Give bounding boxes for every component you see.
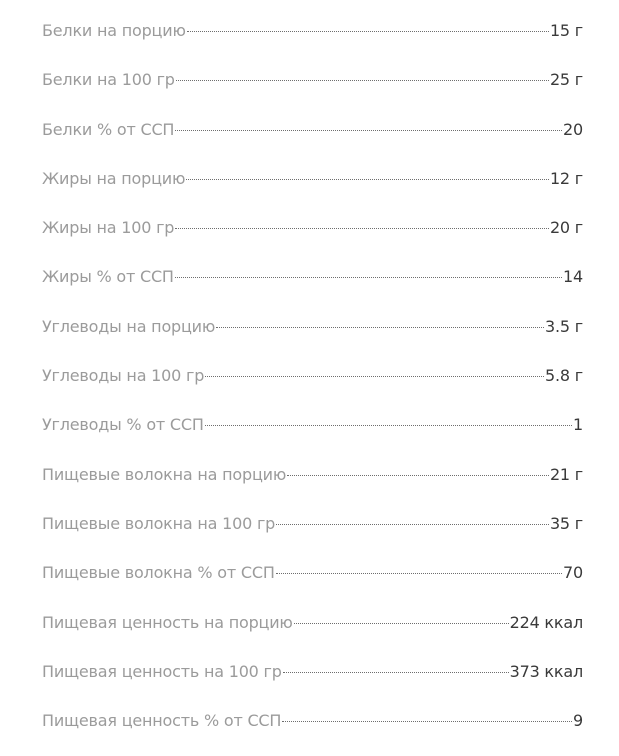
nutrition-value: 373 ккал: [509, 661, 584, 681]
nutrition-row-carbs-percent-dv: Углеводы % от ССП 1: [42, 411, 583, 460]
nutrition-row-fat-per-100g: Жиры на 100 гр 20 г: [42, 214, 583, 263]
nutrition-value: 20 г: [549, 218, 583, 238]
nutrition-value: 25 г: [549, 70, 583, 90]
nutrition-label: Пищевая ценность % от ССП: [42, 711, 282, 731]
nutrition-value: 224 ккал: [509, 612, 584, 632]
nutrition-row-energy-per-serving: Пищевая ценность на порцию 224 ккал: [42, 609, 583, 658]
nutrition-label: Пищевые волокна на 100 гр: [42, 513, 276, 533]
nutrition-row-fat-percent-dv: Жиры % от ССП 14: [42, 263, 583, 312]
nutrition-row-fiber-per-serving: Пищевые волокна на порцию 21 г: [42, 461, 583, 510]
nutrition-label: Жиры на порцию: [42, 168, 186, 188]
nutrition-label: Углеводы % от ССП: [42, 415, 204, 435]
dotted-leader: [216, 326, 545, 328]
nutrition-row-energy-percent-dv: Пищевая ценность % от ССП 9: [42, 707, 583, 756]
nutrition-row-fiber-percent-dv: Пищевые волокна % от ССП 70: [42, 559, 583, 608]
nutrition-value: 70: [563, 563, 583, 583]
nutrition-row-protein-per-100g: Белки на 100 гр 25 г: [42, 66, 583, 115]
nutrition-value: 12 г: [549, 168, 583, 188]
nutrition-row-energy-per-100g: Пищевая ценность на 100 гр 373 ккал: [42, 658, 583, 707]
nutrition-label: Белки на порцию: [42, 21, 186, 40]
nutrition-label: Пищевая ценность на порцию: [42, 612, 293, 632]
nutrition-label: Пищевая ценность на 100 гр: [42, 661, 282, 681]
nutrition-row-carbs-per-100g: Углеводы на 100 гр 5.8 г: [42, 362, 583, 411]
dotted-leader: [186, 178, 549, 180]
nutrition-label: Пищевые волокна на порцию: [42, 464, 287, 484]
nutrition-row-carbs-per-serving: Углеводы на порцию 3.5 г: [42, 313, 583, 362]
dotted-leader: [287, 474, 549, 476]
nutrition-label: Белки % от ССП: [42, 119, 175, 139]
nutrition-value: 9: [573, 711, 583, 731]
nutrition-label: Белки на 100 гр: [42, 70, 175, 90]
nutrition-row-protein-per-serving: Белки на порцию 15 г: [42, 17, 583, 66]
nutrition-label: Углеводы на порцию: [42, 316, 216, 336]
dotted-leader: [186, 31, 549, 32]
nutrition-value: 1: [573, 415, 583, 435]
dotted-leader: [204, 425, 573, 427]
dotted-leader: [175, 129, 563, 131]
nutrition-row-protein-percent-dv: Белки % от ССП 20: [42, 116, 583, 165]
nutrition-row-fiber-per-100g: Пищевые волокна на 100 гр 35 г: [42, 510, 583, 559]
dotted-leader: [293, 622, 509, 624]
nutrition-value: 14: [563, 267, 583, 287]
dotted-leader: [174, 277, 563, 279]
nutrition-value: 20: [563, 119, 583, 139]
dotted-leader: [282, 671, 509, 673]
nutrition-value: 15 г: [549, 21, 583, 40]
nutrition-label: Жиры на 100 гр: [42, 218, 175, 238]
nutrition-row-fat-per-serving: Жиры на порцию 12 г: [42, 165, 583, 214]
nutrition-value: 3.5 г: [545, 316, 583, 336]
nutrition-value: 21 г: [549, 464, 583, 484]
nutrition-value: 5.8 г: [545, 366, 583, 386]
nutrition-label: Углеводы на 100 гр: [42, 366, 205, 386]
dotted-leader: [275, 573, 563, 575]
dotted-leader: [282, 721, 573, 723]
nutrition-list: Белки на порцию 15 г Белки на 100 гр 25 …: [42, 17, 583, 756]
dotted-leader: [175, 228, 549, 230]
nutrition-label: Жиры % от ССП: [42, 267, 174, 287]
nutrition-value: 35 г: [549, 513, 583, 533]
dotted-leader: [205, 376, 545, 378]
dotted-leader: [175, 80, 549, 82]
nutrition-label: Пищевые волокна % от ССП: [42, 563, 275, 583]
dotted-leader: [276, 523, 549, 525]
